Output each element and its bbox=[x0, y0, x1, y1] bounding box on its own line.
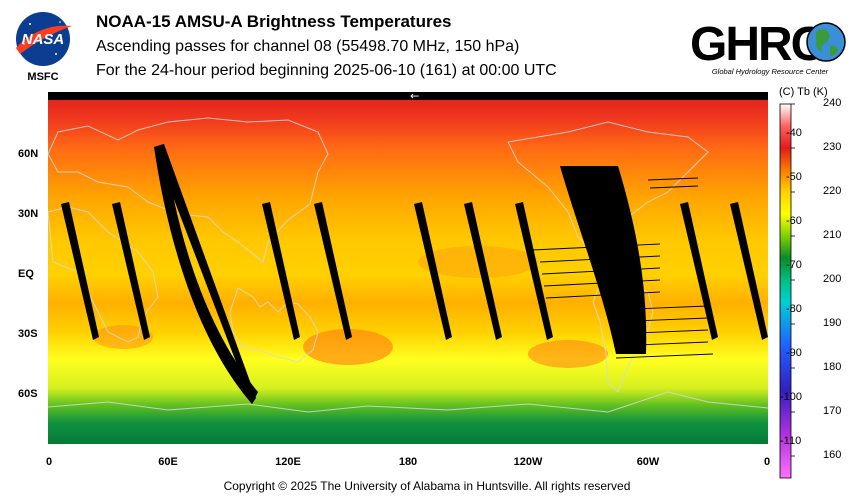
temperature-field bbox=[48, 92, 768, 444]
lon-label-60w: 60W bbox=[636, 456, 660, 468]
colorbar-celsius-label: -50 bbox=[786, 171, 802, 184]
colorbar-kelvin-label: 230 bbox=[823, 141, 842, 153]
lat-label-60n: 60N bbox=[18, 148, 39, 160]
colorbar-kelvin-label: 160 bbox=[823, 449, 842, 461]
lat-label-60s: 60S bbox=[18, 388, 38, 400]
ghrc-logo-text: GHRC bbox=[690, 18, 825, 71]
lat-label-30n: 30N bbox=[18, 208, 39, 220]
lat-label-30s: 30S bbox=[18, 328, 38, 340]
nasa-logo: NASA MSFC bbox=[16, 12, 72, 83]
lon-label-180: 180 bbox=[398, 456, 418, 468]
lon-label-60e: 60E bbox=[158, 456, 178, 468]
colorbar-kelvin-label: 180 bbox=[823, 361, 842, 373]
copyright-notice: Copyright © 2025 The University of Alaba… bbox=[223, 479, 631, 493]
ascending-direction-arrow: ← bbox=[410, 92, 419, 103]
colorbar-celsius-label: -110 bbox=[780, 435, 802, 448]
lon-label-0: 0 bbox=[45, 456, 53, 468]
colorbar-celsius-label: -60 bbox=[786, 215, 802, 228]
page-subtitle-channel: Ascending passes for channel 08 (55498.7… bbox=[96, 38, 520, 55]
page-subtitle-period: For the 24-hour period beginning 2025-06… bbox=[96, 62, 557, 79]
lat-label-eq: EQ bbox=[18, 268, 34, 280]
top-bar bbox=[48, 92, 768, 100]
lon-label-360: 0 bbox=[763, 456, 771, 468]
colorbar-celsius-label: -80 bbox=[786, 303, 802, 316]
colorbar-kelvin-label: 170 bbox=[823, 405, 842, 417]
colorbar bbox=[779, 103, 795, 479]
colorbar-kelvin-label: 220 bbox=[823, 185, 842, 197]
nasa-logo-text: NASA bbox=[22, 31, 65, 48]
lon-label-120e: 120E bbox=[275, 456, 301, 468]
colorbar-kelvin-label: 190 bbox=[823, 317, 842, 329]
ghrc-logo: GHRC Global Hydrology Resource Center bbox=[690, 18, 846, 76]
page-title: NOAA-15 AMSU-A Brightness Temperatures bbox=[96, 12, 452, 31]
data-gaps bbox=[61, 144, 768, 404]
lon-label-120w: 120W bbox=[513, 456, 543, 468]
colorbar-celsius-label: -70 bbox=[786, 259, 802, 272]
colorbar-kelvin-label: 200 bbox=[823, 273, 842, 285]
colorbar-celsius-label: -90 bbox=[786, 347, 802, 360]
colorbar-kelvin-label: 210 bbox=[823, 229, 842, 241]
ghrc-fullname: Global Hydrology Resource Center bbox=[712, 67, 829, 76]
colorbar-celsius-label: -40 bbox=[786, 127, 802, 140]
scan-lines bbox=[531, 177, 714, 359]
colorbar-celsius-label: -100 bbox=[780, 391, 803, 404]
colorbar-scale bbox=[779, 103, 792, 479]
colorbar-kelvin-label: 240 bbox=[823, 97, 842, 109]
msfc-label: MSFC bbox=[27, 71, 58, 83]
brightness-temperature-map: ← bbox=[48, 92, 768, 444]
colorbar-header: (C) Tb (K) bbox=[779, 86, 828, 98]
